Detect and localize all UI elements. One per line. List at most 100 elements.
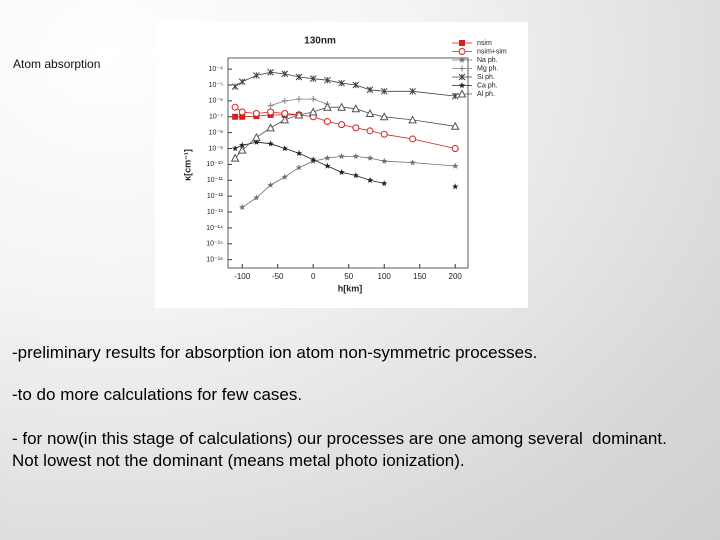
x-axis-label: h[km] — [338, 283, 363, 293]
marker — [458, 48, 466, 55]
y-tick-label: 10⁻⁹ — [209, 145, 223, 152]
paragraph: - for now(in this stage of calculations)… — [12, 429, 667, 448]
x-tick-label: 150 — [413, 272, 427, 281]
marker — [281, 145, 288, 152]
legend-label: nsim+sim — [477, 48, 507, 55]
x-tick-label: -50 — [272, 272, 284, 281]
legend-label: Na ph. — [477, 57, 498, 64]
legend-label: Al ph. — [477, 91, 495, 98]
marker — [281, 97, 288, 104]
marker — [324, 154, 331, 161]
marker — [239, 113, 246, 120]
marker — [280, 115, 290, 124]
marker — [231, 145, 239, 152]
marker — [338, 79, 345, 87]
y-tick-label: 10⁻¹⁰ — [206, 160, 223, 168]
marker — [352, 81, 360, 89]
x-tick-label: 100 — [378, 272, 392, 281]
marker — [452, 183, 459, 190]
marker — [408, 115, 417, 124]
marker — [338, 153, 345, 160]
marker — [451, 145, 459, 153]
marker — [232, 113, 239, 120]
marker — [458, 82, 466, 89]
marker — [230, 153, 240, 162]
marker — [352, 172, 359, 179]
marker — [267, 108, 275, 116]
marker — [308, 107, 318, 116]
marker — [366, 127, 374, 135]
y-tick-label: 10⁻¹² — [207, 193, 224, 200]
marker — [352, 153, 359, 160]
marker — [253, 72, 260, 79]
marker — [267, 68, 274, 76]
x-tick-label: -100 — [234, 272, 251, 281]
y-tick-label: 10⁻⁴ — [209, 66, 224, 73]
marker — [409, 87, 416, 95]
y-tick-label: 10⁻¹⁵ — [206, 241, 223, 248]
marker — [323, 102, 332, 111]
series-line — [234, 106, 456, 159]
marker — [295, 73, 303, 81]
paragraph: Not lowest not the dominant (means metal… — [12, 451, 465, 470]
marker — [238, 108, 246, 116]
marker — [281, 70, 289, 78]
y-tick-label: 10⁻¹⁶ — [206, 257, 223, 264]
marker — [380, 130, 388, 138]
marker — [239, 203, 246, 210]
legend-label: Mg ph. — [477, 65, 498, 72]
marker — [351, 104, 361, 113]
paragraph: -to do more calculations for few cases. — [12, 385, 303, 404]
marker — [267, 181, 274, 188]
y-tick-label: 10⁻¹¹ — [207, 177, 224, 184]
marker — [379, 112, 389, 121]
marker — [366, 86, 374, 94]
marker — [450, 121, 460, 130]
marker — [458, 73, 466, 81]
marker — [238, 78, 246, 86]
marker — [459, 65, 465, 72]
marker — [310, 156, 317, 163]
marker — [365, 108, 375, 118]
slide-label: Atom absorption — [13, 57, 101, 71]
marker — [380, 87, 388, 95]
marker — [366, 176, 374, 183]
marker — [337, 102, 346, 111]
marker — [239, 141, 246, 148]
y-tick-label: 10⁻⁷ — [209, 114, 223, 121]
y-tick-label: 10⁻⁶ — [209, 98, 223, 105]
marker — [237, 145, 247, 154]
marker — [295, 164, 303, 171]
y-tick-label: 10⁻¹³ — [207, 209, 224, 216]
marker — [381, 157, 388, 164]
marker — [409, 135, 417, 143]
marker — [381, 180, 388, 187]
marker — [309, 75, 317, 83]
marker — [253, 138, 260, 145]
series-line — [234, 71, 456, 97]
legend-label: Si ph. — [477, 74, 495, 81]
x-tick-label: 50 — [344, 272, 353, 281]
legend-label: Ca ph. — [477, 82, 498, 89]
y-tick-label: 10⁻⁸ — [209, 129, 223, 136]
marker — [323, 118, 331, 126]
marker — [294, 110, 304, 119]
y-tick-label: 10⁻⁵ — [209, 82, 223, 89]
marker — [252, 132, 261, 141]
marker — [266, 123, 275, 132]
marker — [352, 124, 360, 132]
marker — [296, 96, 303, 103]
x-tick-label: 200 — [449, 272, 463, 281]
marker — [457, 89, 467, 98]
marker — [324, 162, 331, 169]
marker — [458, 56, 466, 63]
marker — [338, 168, 345, 175]
marker — [281, 173, 288, 180]
x-tick-label: 0 — [311, 272, 316, 281]
y-axis-label: κ[cm⁻¹] — [182, 149, 192, 181]
plot-frame — [227, 57, 469, 269]
marker — [338, 121, 346, 129]
marker — [267, 102, 274, 109]
